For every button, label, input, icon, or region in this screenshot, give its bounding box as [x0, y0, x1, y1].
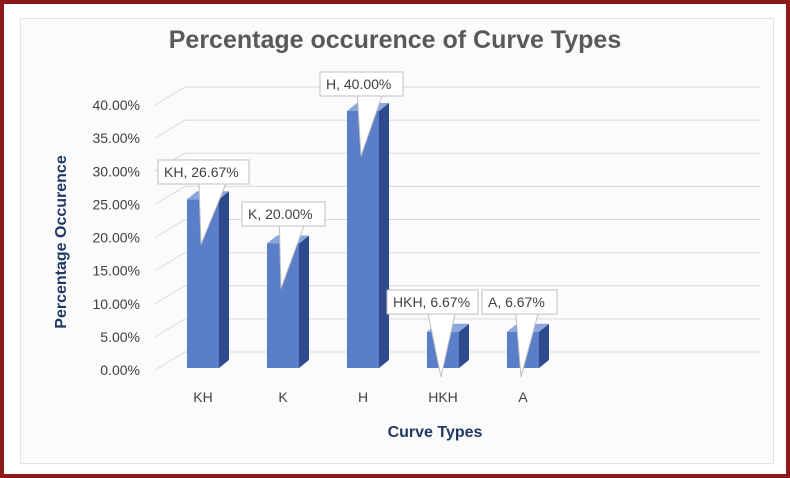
y-tick-label: 40.00% [93, 97, 140, 113]
gridline [154, 119, 760, 139]
y-tick-label: 20.00% [93, 230, 140, 246]
bar-side [299, 235, 309, 368]
y-axis-title: Percentage Occurence [53, 155, 70, 329]
bar-side [539, 323, 549, 368]
data-label: KH, 26.67% [164, 164, 239, 180]
bars [187, 103, 549, 368]
x-tick-label: K [278, 389, 288, 405]
x-tick-label: HKH [428, 389, 458, 405]
data-labels: KH, 26.67% K, 20.00% H, 40.00% HKH, 6.67% A,… [157, 71, 558, 377]
gridline [154, 318, 760, 338]
callout-box [319, 71, 404, 97]
callout-box [481, 289, 558, 315]
x-axis-title: Curve Types [388, 424, 483, 441]
y-tick-label: 30.00% [93, 163, 140, 179]
gridline [154, 285, 760, 305]
callout-box [241, 201, 326, 227]
x-axis-ticks: KH K H HKH A [193, 389, 528, 405]
chart-title: Percentage occurence of Curve Types [169, 26, 622, 54]
data-label: HKH, 6.67% [393, 294, 470, 310]
bar-side [379, 103, 389, 368]
gridline [154, 351, 760, 371]
x-tick-label: KH [193, 389, 212, 405]
x-tick-label: A [518, 389, 528, 405]
callout-box [386, 289, 479, 315]
y-axis-ticks: 0.00% 5.00% 10.00% 15.00% 20.00% 25.00% 30.00%… [93, 97, 140, 378]
y-tick-label: 25.00% [93, 196, 140, 212]
callout-box [157, 159, 250, 185]
y-tick-label: 15.00% [93, 263, 140, 279]
gridline [154, 86, 760, 106]
gridline [154, 185, 760, 205]
bar-side [459, 323, 469, 368]
gridlines [154, 86, 760, 371]
data-label: K, 20.00% [248, 206, 313, 222]
y-tick-label: 0.00% [100, 362, 140, 378]
data-label: A, 6.67% [488, 294, 545, 310]
y-tick-label: 5.00% [100, 329, 140, 345]
bar [347, 111, 379, 368]
x-tick-label: H [358, 389, 368, 405]
data-label: H, 40.00% [326, 76, 391, 92]
bar-side [219, 191, 229, 368]
y-tick-label: 35.00% [93, 130, 140, 146]
gridline [154, 219, 760, 238]
y-tick-label: 10.00% [93, 296, 140, 312]
gridline [154, 252, 760, 272]
